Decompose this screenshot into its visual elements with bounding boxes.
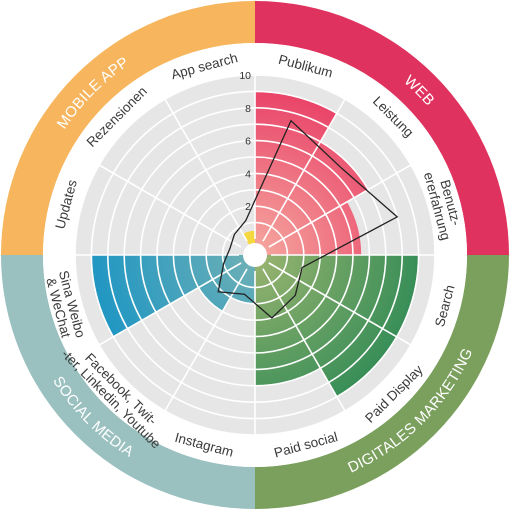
bar-leistung: [255, 141, 369, 255]
quadrant-ring-digitales-marketing: [255, 255, 509, 509]
grid-spoke-10: [98, 164, 242, 248]
grid-spoke-4: [268, 262, 412, 346]
tick-label-4: 4: [245, 168, 251, 180]
bar-instagram: [230, 255, 255, 304]
overlay-line: [217, 119, 399, 319]
bar-facebook-twit-ter-linkedin-youtube: [198, 255, 255, 312]
bar-paid-display: [255, 255, 397, 397]
quadrant-ring-mobile-app: [1, 1, 255, 255]
quadrant-ring-social-media: [1, 255, 255, 509]
tick-label-10: 10: [239, 70, 251, 82]
bar-publikum: [255, 91, 337, 256]
grid-spoke-7: [164, 268, 248, 412]
grid-spoke-8: [98, 262, 242, 346]
tick-label-2: 2: [245, 201, 251, 213]
center-hole: [243, 243, 267, 267]
grid-spoke-1: [262, 98, 346, 242]
quadrant-ring-web: [255, 1, 509, 255]
grid-spoke-11: [164, 98, 248, 242]
tick-label-8: 8: [245, 103, 251, 115]
bar-sina-weibo-wechat: [91, 255, 256, 337]
grid-spoke-2: [268, 164, 412, 248]
tick-label-6: 6: [245, 136, 251, 148]
bar-benutz-ererfahrung: [255, 201, 362, 255]
bar-search: [255, 255, 419, 337]
bar-paid-social: [255, 255, 321, 386]
grid-spoke-5: [262, 268, 346, 412]
